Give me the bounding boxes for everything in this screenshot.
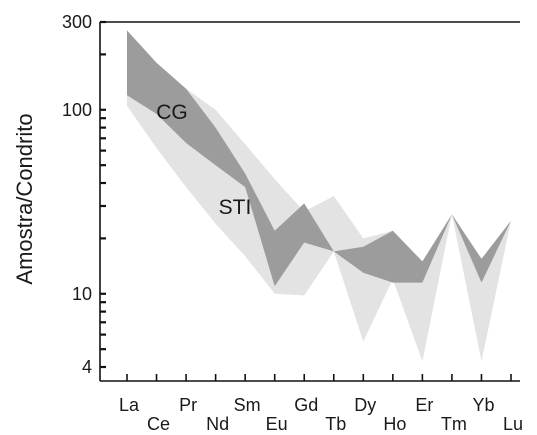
x-tick-label-er: Er [415, 395, 433, 415]
x-tick-label-ho: Ho [383, 414, 406, 434]
series-label-cg: CG [156, 101, 188, 124]
y-tick-label: 100 [62, 100, 92, 120]
series-label-sti: STI [219, 196, 252, 219]
plot-area: CG STI [127, 30, 511, 362]
x-tick-label-eu: Eu [266, 414, 288, 434]
x-tick-label-yb: Yb [472, 395, 494, 415]
x-tick-label-ce: Ce [147, 414, 170, 434]
y-tick-label: 300 [62, 12, 92, 32]
y-tick-label: 4 [82, 357, 92, 377]
y-tick-label: 10 [72, 284, 92, 304]
x-tick-label-tm: Tm [441, 414, 467, 434]
x-tick-label-tb: Tb [325, 414, 346, 434]
x-tick-label-lu: Lu [503, 414, 523, 434]
x-tick-label-gd: Gd [294, 395, 318, 415]
y-axis-title: Amostra/Condrito [12, 113, 37, 284]
x-tick-label-nd: Nd [206, 414, 229, 434]
series-band-cg [127, 30, 511, 287]
axes [99, 20, 520, 382]
x-tick-label-sm: Sm [234, 395, 261, 415]
x-tick-label-pr: Pr [179, 395, 197, 415]
x-tick-label-la: La [119, 395, 140, 415]
x-tick-label-dy: Dy [354, 395, 376, 415]
